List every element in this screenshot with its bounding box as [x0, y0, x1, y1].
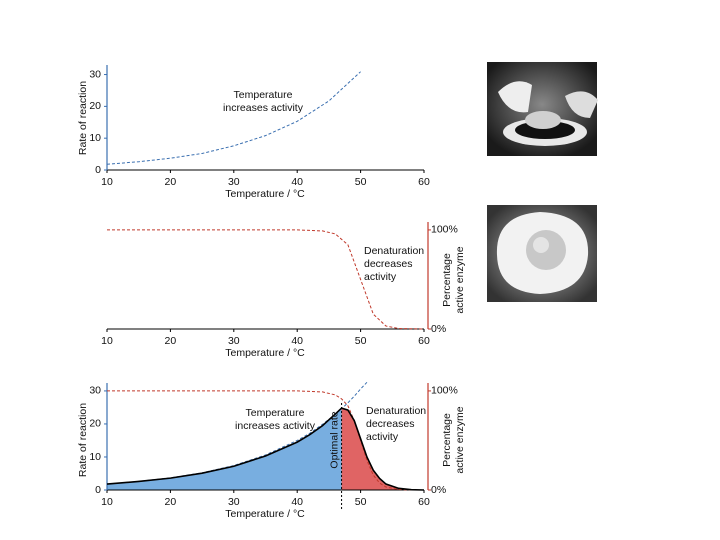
x-axis-label: Temperature / °C	[225, 188, 305, 200]
x-tick-label: 60	[418, 496, 430, 508]
series-line	[107, 229, 425, 330]
annotation: decreases	[366, 418, 414, 430]
y-tick-label: 30	[89, 385, 101, 397]
optimum-label: Optimal rate	[328, 411, 340, 468]
x-tick-label: 10	[101, 176, 113, 188]
y-tick-label: 10	[89, 451, 101, 463]
annotation: decreases	[364, 258, 412, 270]
area-fill	[107, 408, 342, 490]
x-tick-label: 60	[418, 335, 430, 347]
x-tick-label: 50	[355, 335, 367, 347]
x-tick-label: 50	[355, 496, 367, 508]
x-axis-label: Temperature / °C	[225, 347, 305, 359]
x-tick-label: 50	[355, 176, 367, 188]
area-fill	[341, 408, 424, 490]
annotation: increases activity	[235, 420, 316, 432]
y-tick-label: 20	[89, 100, 101, 112]
y-axis-label: Rate of reaction	[77, 81, 89, 155]
y2-axis-label: active enzyme	[454, 406, 466, 473]
x-tick-label: 30	[228, 176, 240, 188]
x-tick-label: 20	[165, 176, 177, 188]
y-tick-label: 0	[95, 484, 101, 496]
series-line	[106, 381, 368, 485]
x-tick-label: 40	[291, 496, 303, 508]
x-tick-label: 10	[101, 496, 113, 508]
x-tick-label: 30	[228, 335, 240, 347]
annotation: Denaturation	[364, 245, 424, 257]
annotation: Denaturation	[366, 405, 426, 417]
x-tick-label: 20	[165, 496, 177, 508]
x-axis-label: Temperature / °C	[225, 508, 305, 520]
x-tick-label: 20	[165, 335, 177, 347]
fried-egg-photo	[487, 205, 597, 302]
y2-tick-label: 100%	[431, 224, 458, 236]
y2-tick-label: 100%	[431, 385, 458, 397]
y2-axis-label: Percentage	[441, 413, 453, 467]
y-tick-label: 10	[89, 132, 101, 144]
y-tick-label: 30	[89, 68, 101, 80]
x-tick-label: 60	[418, 176, 430, 188]
series-line	[107, 390, 424, 491]
x-tick-label: 40	[291, 335, 303, 347]
chart-panel: 10 20 30 40 50 60 Temperature / °C 0% 100% Percen…	[101, 222, 466, 359]
annotation: activity	[366, 431, 399, 443]
series-line	[106, 71, 361, 165]
y2-tick-label: 0%	[431, 484, 446, 496]
x-tick-label: 40	[291, 176, 303, 188]
y2-axis-label: active enzyme	[454, 246, 466, 313]
y2-tick-label: 0%	[431, 323, 446, 335]
y2-axis-label: Percentage	[441, 253, 453, 307]
annotation: Temperature	[234, 89, 293, 101]
y-tick-label: 0	[95, 164, 101, 176]
annotation: increases activity	[223, 102, 304, 114]
y-tick-label: 20	[89, 418, 101, 430]
annotation: Temperature	[246, 407, 305, 419]
x-tick-label: 10	[101, 335, 113, 347]
annotation: activity	[364, 271, 397, 283]
y-axis-label: Rate of reaction	[77, 403, 89, 477]
raw-egg-photo	[487, 62, 598, 156]
x-tick-label: 30	[228, 496, 240, 508]
